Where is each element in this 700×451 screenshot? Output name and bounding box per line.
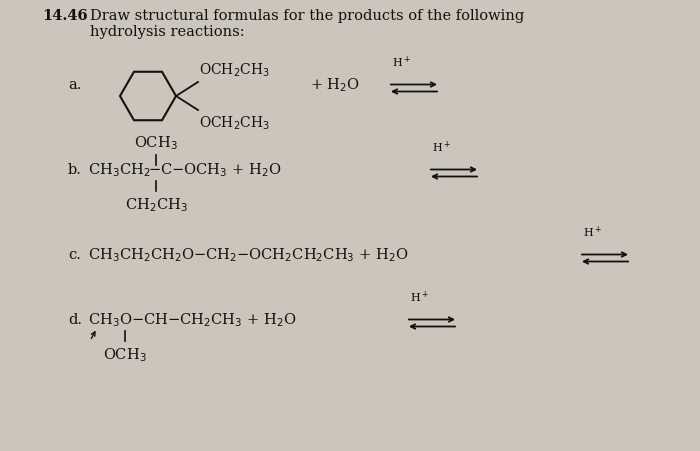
Text: H$^+$: H$^+$ (410, 289, 429, 304)
Text: Draw structural formulas for the products of the following: Draw structural formulas for the product… (90, 9, 524, 23)
Text: $-$C$-$OCH$_3$ + H$_2$O: $-$C$-$OCH$_3$ + H$_2$O (148, 161, 281, 178)
Text: CH$_3$CH$_2$: CH$_3$CH$_2$ (88, 161, 150, 178)
Text: OCH$_3$: OCH$_3$ (103, 345, 147, 363)
Text: b.: b. (68, 163, 82, 177)
Text: d.: d. (68, 312, 82, 326)
Text: OCH$_3$: OCH$_3$ (134, 134, 178, 152)
Text: a.: a. (68, 78, 81, 92)
Text: H$^+$: H$^+$ (583, 224, 602, 239)
Text: hydrolysis reactions:: hydrolysis reactions: (90, 25, 244, 39)
Text: c.: c. (68, 248, 81, 262)
Text: 14.46: 14.46 (42, 9, 88, 23)
Text: CH$_3$O$-$CH$-$CH$_2$CH$_3$ + H$_2$O: CH$_3$O$-$CH$-$CH$_2$CH$_3$ + H$_2$O (88, 310, 296, 328)
Text: H$^+$: H$^+$ (432, 139, 451, 155)
Text: OCH$_2$CH$_3$: OCH$_2$CH$_3$ (199, 61, 270, 79)
Text: + H$_2$O: + H$_2$O (310, 76, 360, 93)
Text: CH$_3$CH$_2$CH$_2$O$-$CH$_2$$-$OCH$_2$CH$_2$CH$_3$ + H$_2$O: CH$_3$CH$_2$CH$_2$O$-$CH$_2$$-$OCH$_2$CH… (88, 245, 409, 263)
Text: H$^+$: H$^+$ (392, 55, 411, 70)
Text: CH$_2$CH$_3$: CH$_2$CH$_3$ (125, 196, 188, 213)
Text: OCH$_2$CH$_3$: OCH$_2$CH$_3$ (199, 115, 270, 132)
